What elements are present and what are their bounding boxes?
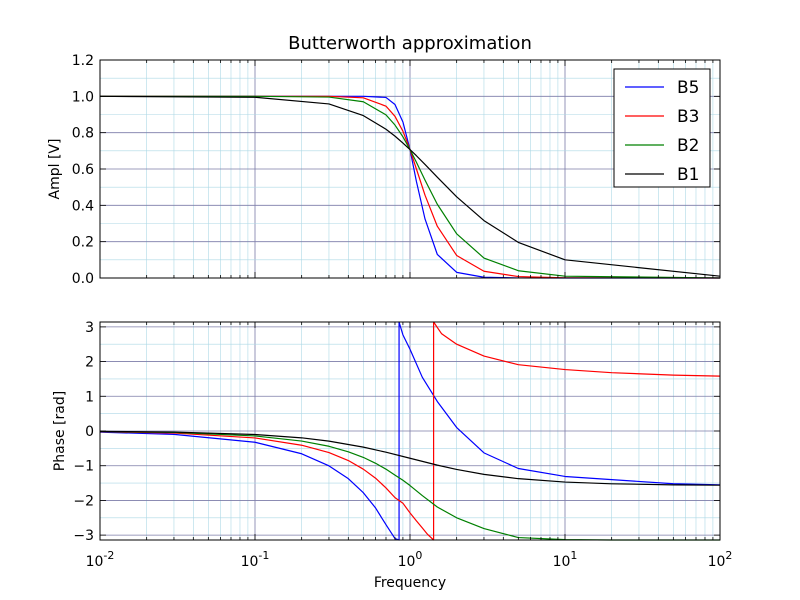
phase-ytick-label: 2 xyxy=(85,355,94,371)
amplitude-series-B3 xyxy=(100,95,721,279)
amplitude-series-B2 xyxy=(100,95,721,279)
phase-grid xyxy=(100,322,720,540)
phase-xlabel: Frequency xyxy=(374,575,446,591)
phase-xtick-label: 101 xyxy=(553,549,578,570)
phase-xtick-label: 100 xyxy=(398,549,423,570)
legend-box xyxy=(613,68,711,188)
amplitude-ytick-label: 0.4 xyxy=(72,198,94,214)
amplitude-ytick-label: 1.2 xyxy=(72,53,94,69)
amplitude-ytick-label: 0.6 xyxy=(72,162,94,178)
phase-ytick-label: −1 xyxy=(73,459,94,475)
phase-ytick-label: 3 xyxy=(85,320,94,336)
amplitude-ytick-label: 1.0 xyxy=(72,89,94,105)
amplitude-series-B1 xyxy=(99,95,721,277)
phase-series-B2 xyxy=(99,430,720,541)
legend: B5 B3 B2 B1 xyxy=(613,68,711,188)
amplitude-ytick-label: 0.0 xyxy=(72,271,94,287)
chart-title: Butterworth approximation xyxy=(288,33,532,54)
amplitude-ytick-label: 0.2 xyxy=(72,235,94,251)
phase-xtick-label: 102 xyxy=(708,549,733,570)
phase-ticks: 3 2 1 0 −1 −2 −3 10-2 10-1 100 101 102 xyxy=(73,320,732,570)
amplitude-ylabel: Ampl [V] xyxy=(47,139,63,200)
amplitude-ytick-label: 0.8 xyxy=(72,126,94,142)
amplitude-axes: 0.0 0.2 0.4 0.6 0.8 1.0 1.2 Butterworth approx… xyxy=(47,33,721,287)
phase-ylabel: Phase [rad] xyxy=(52,391,68,471)
phase-xtick-label: 10-2 xyxy=(86,549,115,570)
phase-ytick-label: −3 xyxy=(73,528,94,544)
amplitude-lines xyxy=(99,95,721,279)
phase-series-B1 xyxy=(99,430,721,486)
legend-label: B3 xyxy=(677,107,699,127)
legend-label: B2 xyxy=(677,136,699,156)
phase-ytick-label: 0 xyxy=(85,424,94,440)
legend-label: B5 xyxy=(677,78,699,98)
phase-ytick-label: 1 xyxy=(85,389,94,405)
amplitude-ticks: 0.0 0.2 0.4 0.6 0.8 1.0 1.2 xyxy=(72,53,721,287)
phase-series-B3 xyxy=(99,321,721,541)
legend-label: B1 xyxy=(677,165,699,185)
phase-ytick-label: −2 xyxy=(73,493,94,509)
phase-xtick-label: 10-1 xyxy=(241,549,270,570)
